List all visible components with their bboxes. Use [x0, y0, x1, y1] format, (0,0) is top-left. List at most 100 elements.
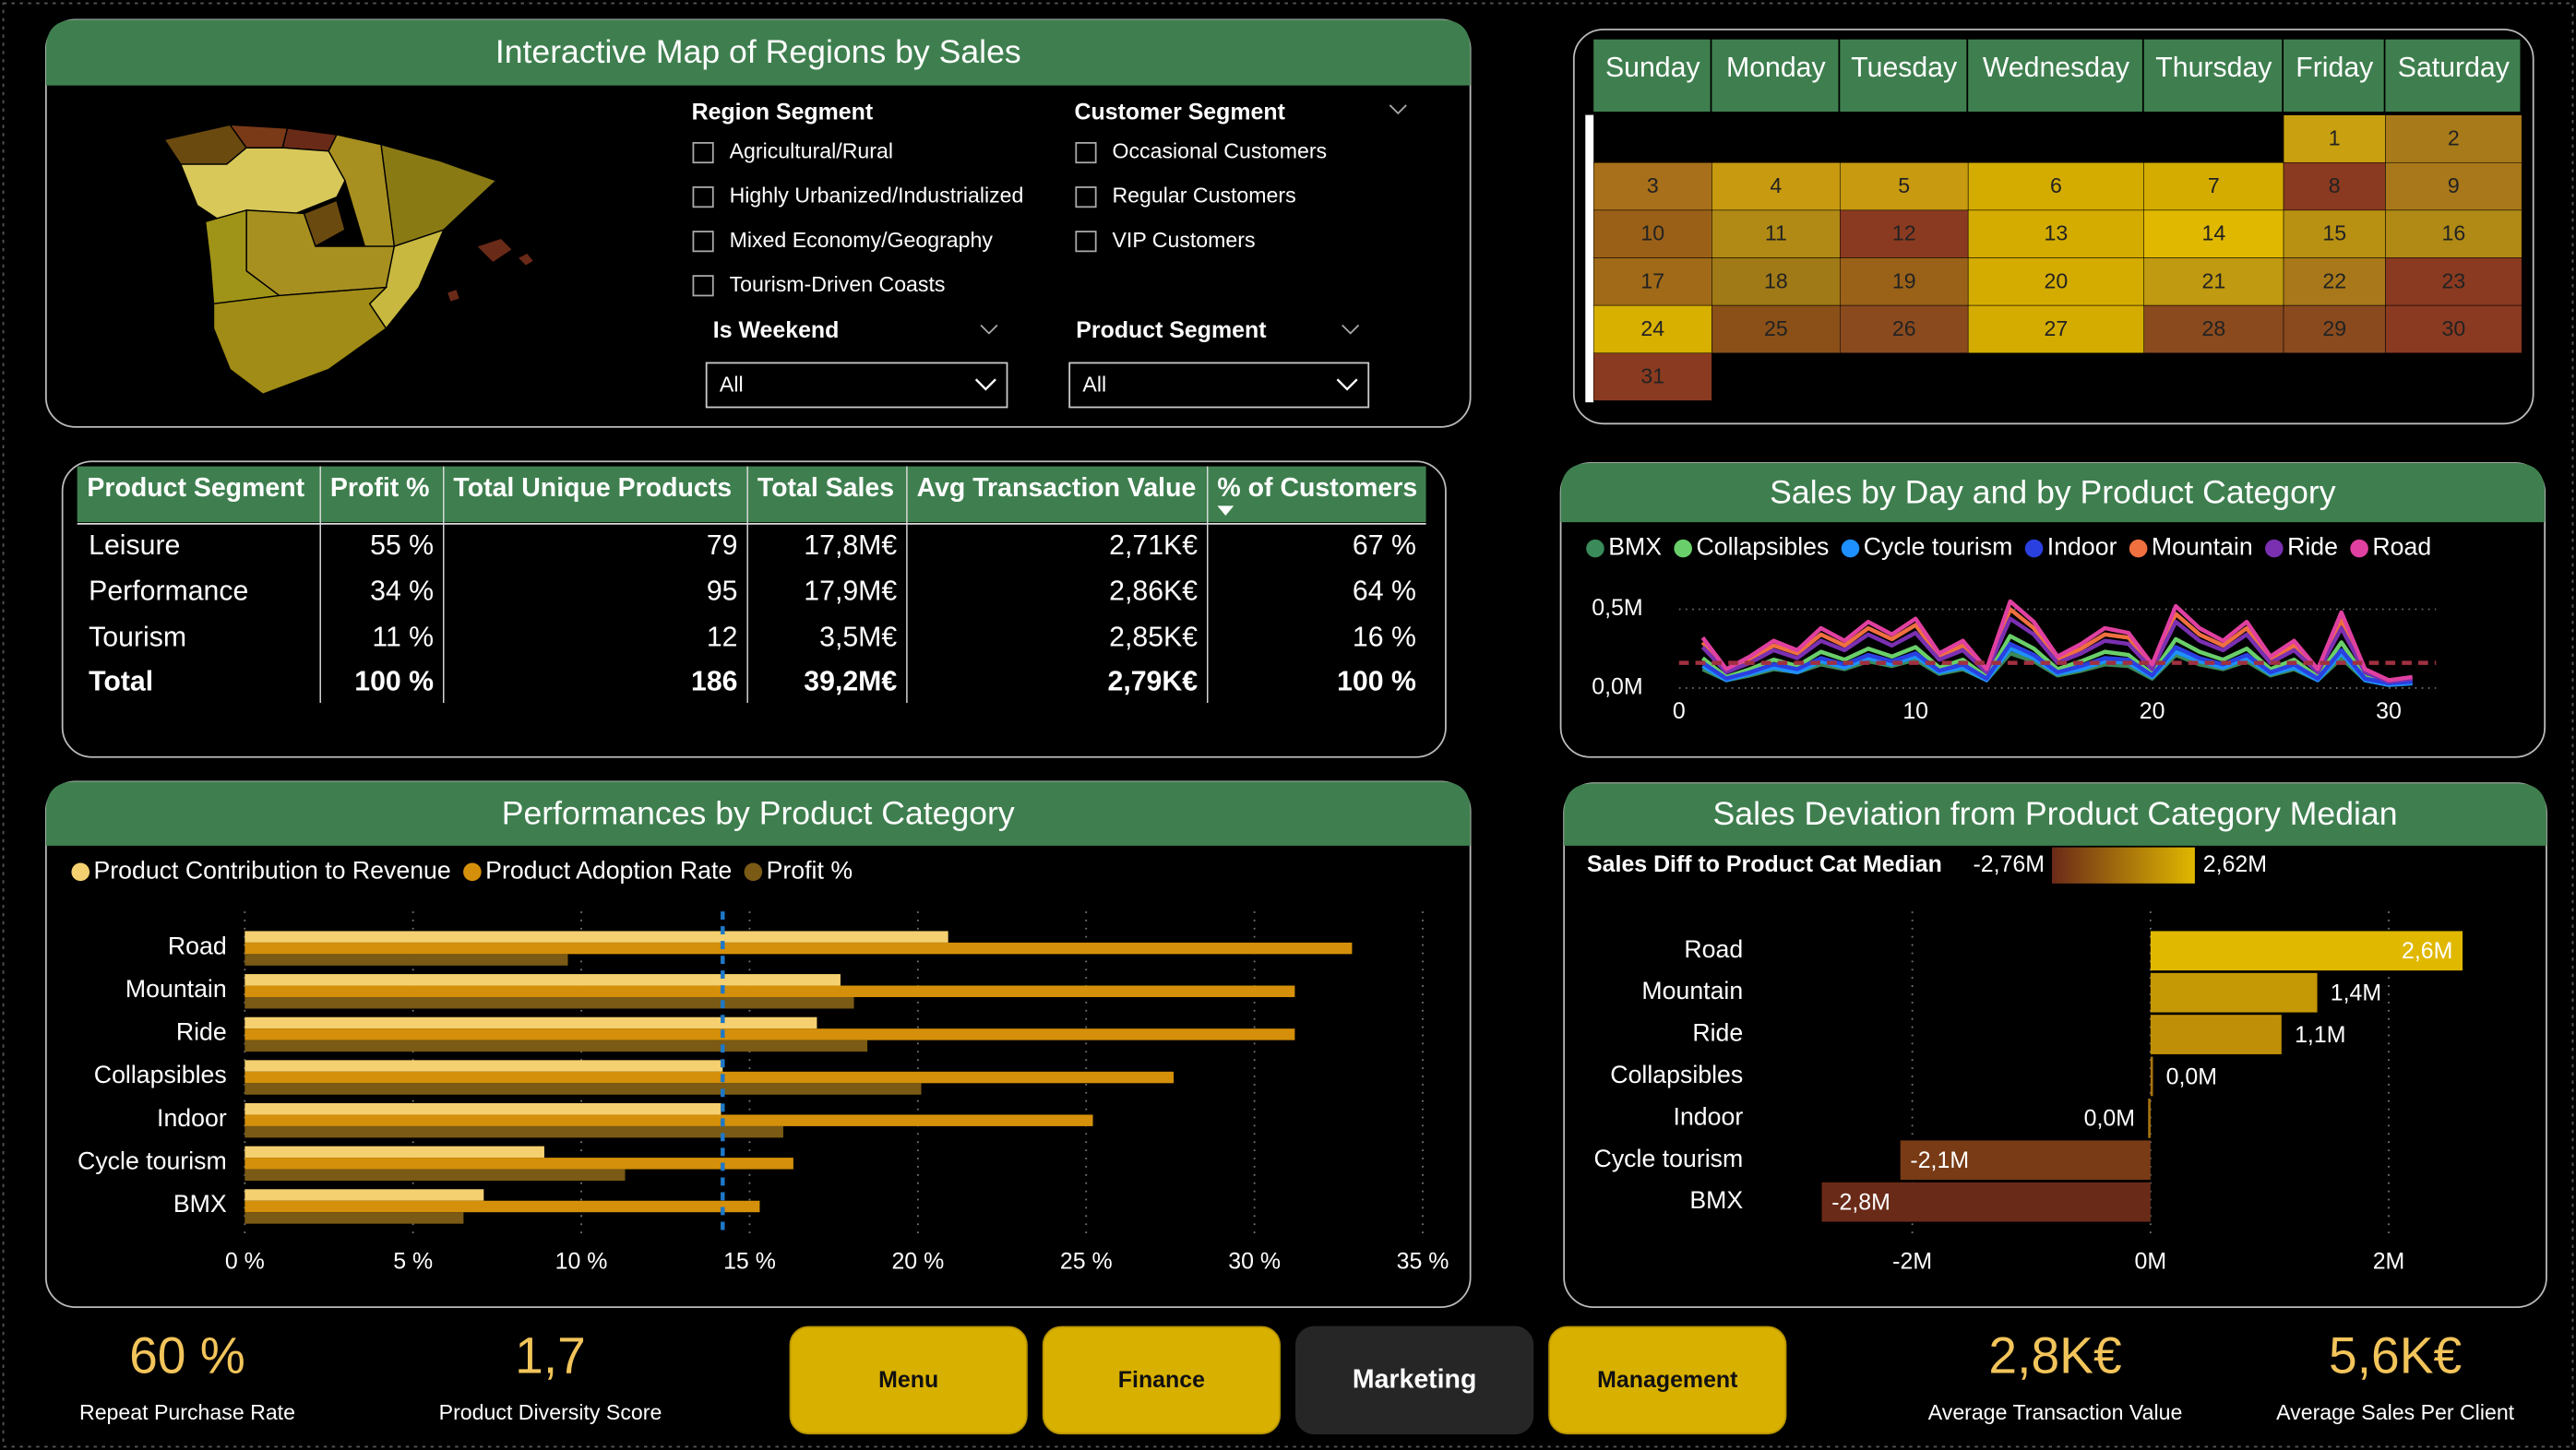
kpi-value: 60 % — [129, 1327, 245, 1385]
bar — [244, 1040, 868, 1052]
nav-button-label: Marketing — [1353, 1365, 1476, 1395]
day-cell — [2283, 257, 2386, 306]
data-label: 1,4M — [2331, 981, 2381, 1006]
x-tick-label: 5 % — [393, 1249, 433, 1275]
day-number: 21 — [2202, 268, 2226, 292]
kpi-value: 2,8K€ — [1988, 1327, 2121, 1385]
x-tick-label: -2M — [1892, 1249, 1932, 1275]
bar — [244, 1114, 1093, 1126]
data-label: 0,0M — [2084, 1106, 2135, 1132]
slicer-title: Product Segment — [1076, 317, 1266, 343]
legend-swatch — [1841, 539, 1860, 558]
nav-button[interactable] — [1548, 1325, 1787, 1435]
panel-title: Sales Deviation from Product Category Me… — [1713, 795, 2398, 832]
legend-swatch — [2350, 539, 2368, 558]
x-tick-label: 2M — [2373, 1249, 2405, 1275]
day-cell — [2143, 161, 2284, 211]
day-number: 31 — [1640, 364, 1664, 388]
x-tick-label: 10 % — [555, 1249, 608, 1275]
day-cell — [1840, 161, 1969, 211]
day-number: 2 — [2448, 125, 2460, 149]
checkbox[interactable] — [692, 275, 714, 297]
kpi-label: Repeat Purchase Rate — [79, 1400, 295, 1424]
day-number: 14 — [2202, 221, 2226, 245]
panel-title: Sales by Day and by Product Category — [1770, 473, 2336, 510]
table-cell: 39,2M€ — [804, 667, 897, 697]
checkbox[interactable] — [692, 231, 714, 253]
bar — [1900, 1140, 2151, 1181]
day-cell — [2385, 304, 2522, 354]
nav-button[interactable] — [1295, 1325, 1534, 1435]
legend-label: Product Adoption Rate — [485, 856, 732, 884]
legend-label: Cycle tourism — [1864, 533, 2013, 561]
table-cell: 55 % — [370, 530, 434, 561]
bar — [244, 931, 948, 943]
bar — [2150, 1015, 2282, 1054]
table-cell: Performance — [89, 576, 248, 607]
checkbox[interactable] — [692, 141, 714, 164]
checkbox[interactable] — [1075, 186, 1097, 208]
kpi-label: Product Diversity Score — [439, 1400, 662, 1424]
bar — [244, 1146, 544, 1159]
dropdown[interactable] — [705, 362, 1008, 409]
chevron — [1336, 378, 1358, 391]
kpi-value: 5,6K€ — [2329, 1327, 2462, 1385]
day-cell — [1592, 304, 1712, 354]
table-cell: 3,5M€ — [819, 623, 897, 653]
nav-button[interactable] — [789, 1325, 1028, 1435]
legend-label: BMX — [1608, 533, 1662, 561]
weekday-header — [1711, 39, 1839, 113]
weekday-header — [2385, 39, 2521, 113]
day-number: 17 — [1640, 268, 1664, 292]
y-tick-label: BMX — [173, 1190, 227, 1218]
nav-button[interactable] — [1042, 1325, 1281, 1435]
panel-header — [45, 19, 1471, 86]
data-label: -2,8M — [1831, 1190, 1890, 1216]
bar — [244, 1169, 626, 1182]
nav-button-label: Finance — [1118, 1367, 1205, 1393]
checkbox[interactable] — [692, 186, 714, 208]
day-number: 13 — [2045, 221, 2069, 245]
bar — [244, 1103, 722, 1115]
y-tick-label: Mountain — [1641, 977, 1743, 1004]
x-tick-label: 35 % — [1397, 1249, 1449, 1275]
x-tick-label: 0 % — [225, 1249, 265, 1275]
nav-button-label: Menu — [878, 1367, 938, 1393]
table-cell: 186 — [691, 667, 737, 697]
column-header: Profit % — [330, 473, 430, 503]
x-tick-label: 20 — [2140, 698, 2165, 724]
weekday-header — [2143, 39, 2283, 113]
weekday: Tuesday — [1851, 53, 1958, 83]
weekday: Sunday — [1605, 53, 1700, 83]
bar — [244, 1125, 783, 1138]
panel-header — [1560, 463, 2546, 523]
checkbox[interactable] — [1075, 141, 1097, 164]
legend-swatch — [744, 862, 763, 882]
day-number: 27 — [2045, 316, 2069, 340]
color-scale — [2051, 847, 2195, 884]
slicer-option: VIP Customers — [1112, 228, 1255, 252]
legend-swatch — [2129, 539, 2148, 558]
dropdown[interactable] — [1068, 362, 1370, 409]
legend-max: 2,62M — [2203, 851, 2267, 877]
region — [475, 237, 514, 264]
day-number: 6 — [2050, 173, 2062, 197]
checkbox[interactable] — [1075, 231, 1097, 253]
x-tick-label: 0M — [2135, 1249, 2167, 1275]
table-cell: 16 % — [1353, 623, 1416, 653]
table-cell: Leisure — [89, 530, 180, 561]
column-header: Total Unique Products — [453, 473, 732, 503]
day-number: 7 — [2208, 173, 2220, 197]
bar — [244, 996, 854, 1009]
table-cell: 12 — [707, 623, 738, 653]
day-number: 24 — [1640, 316, 1664, 340]
legend-swatch — [2265, 539, 2284, 558]
bar — [2150, 1056, 2153, 1097]
weekday: Friday — [2296, 53, 2374, 83]
kpi-label: Average Transaction Value — [1928, 1400, 2183, 1424]
day-cell — [1592, 352, 1712, 401]
chevron — [1342, 324, 1360, 335]
bar — [244, 954, 568, 966]
